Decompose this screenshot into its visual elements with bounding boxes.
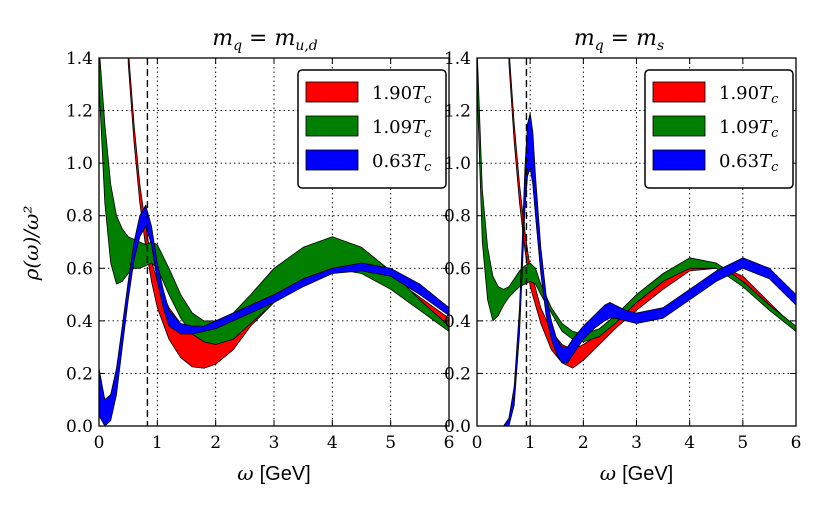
x-tick-label: 2 bbox=[578, 433, 589, 453]
legend-label: 1.09Tc bbox=[372, 117, 432, 141]
legend-swatch bbox=[305, 115, 359, 137]
left-panel: mq = mu,d 0 1 2 3 4 5 6 0.0 0.2 0.4 0.6 0.8 1.0 1.2 1.… bbox=[66, 26, 454, 485]
legend-label: 1.90Tc bbox=[372, 83, 432, 107]
y-tick-label: 0.8 bbox=[66, 207, 93, 227]
x-tick-label: 4 bbox=[684, 433, 695, 453]
x-tick-label: 5 bbox=[385, 433, 396, 453]
left-panel-title: mq = mu,d bbox=[212, 26, 318, 54]
legend-swatch bbox=[652, 149, 706, 171]
x-tick-label: 2 bbox=[210, 433, 221, 453]
legend-label: 1.90Tc bbox=[719, 83, 779, 107]
y-tick-label: 1.0 bbox=[444, 154, 471, 174]
y-tick-label: 0.2 bbox=[444, 364, 471, 384]
y-tick-label: 1.4 bbox=[66, 49, 93, 69]
right-legend: 1.90Tc 1.09Tc 0.63Tc bbox=[644, 69, 794, 189]
right-panel-title: mq = ms bbox=[574, 26, 664, 54]
y-tick-label: 0.6 bbox=[66, 259, 93, 279]
band-0-63tc bbox=[503, 112, 796, 426]
y-tick-label: 0.8 bbox=[444, 207, 471, 227]
legend-label: 0.63Tc bbox=[372, 151, 432, 175]
right-bands bbox=[477, 58, 796, 426]
y-axis-label: ρ(ω)/ω² bbox=[19, 206, 43, 282]
x-tick-label: 6 bbox=[444, 433, 455, 453]
x-tick-label: 6 bbox=[791, 433, 802, 453]
legend-swatch bbox=[652, 115, 706, 137]
x-tick-label: 0 bbox=[94, 433, 105, 453]
band-1-90tc bbox=[127, 58, 449, 369]
y-tick-label: 1.2 bbox=[66, 102, 93, 122]
y-tick-label: 0.0 bbox=[66, 417, 93, 437]
legend-label: 1.09Tc bbox=[719, 117, 779, 141]
left-grid bbox=[99, 58, 449, 426]
right-x-axis-label: ω [GeV] bbox=[600, 461, 673, 485]
left-ticks: 0 1 2 3 4 5 6 0.0 0.2 0.4 0.6 0.8 1.0 1.2 1.4 bbox=[66, 49, 454, 453]
y-tick-label: 1.4 bbox=[444, 49, 471, 69]
x-tick-label: 5 bbox=[737, 433, 748, 453]
left-legend: 1.90Tc 1.09Tc 0.63Tc bbox=[297, 69, 447, 189]
legend-swatch bbox=[305, 81, 359, 103]
band-1-09tc bbox=[99, 58, 449, 345]
right-panel: mq = ms 0 1 2 3 4 5 60.00.20.40.60.81.01.21.4 … bbox=[444, 26, 801, 485]
x-tick-label: 3 bbox=[269, 433, 280, 453]
y-tick-label: 1.0 bbox=[66, 154, 93, 174]
x-tick-label: 4 bbox=[327, 433, 338, 453]
legend-label: 0.63Tc bbox=[719, 151, 779, 175]
y-tick-label: 0.4 bbox=[66, 312, 93, 332]
y-tick-label: 0.2 bbox=[66, 364, 93, 384]
legend-swatch bbox=[305, 149, 359, 171]
x-tick-label: 1 bbox=[525, 433, 536, 453]
band-1-09tc bbox=[477, 58, 796, 343]
y-tick-label: 1.2 bbox=[444, 102, 471, 122]
x-tick-label: 1 bbox=[152, 433, 163, 453]
y-tick-label: 0.0 bbox=[444, 417, 471, 437]
legend-swatch bbox=[652, 81, 706, 103]
right-ticks: 0 1 2 3 4 5 60.00.20.40.60.81.01.21.4 bbox=[444, 49, 801, 453]
x-tick-label: 0 bbox=[472, 433, 483, 453]
y-tick-label: 0.4 bbox=[444, 312, 471, 332]
left-x-axis-label: ω [GeV] bbox=[237, 461, 310, 485]
x-tick-label: 3 bbox=[631, 433, 642, 453]
y-tick-label: 0.6 bbox=[444, 259, 471, 279]
